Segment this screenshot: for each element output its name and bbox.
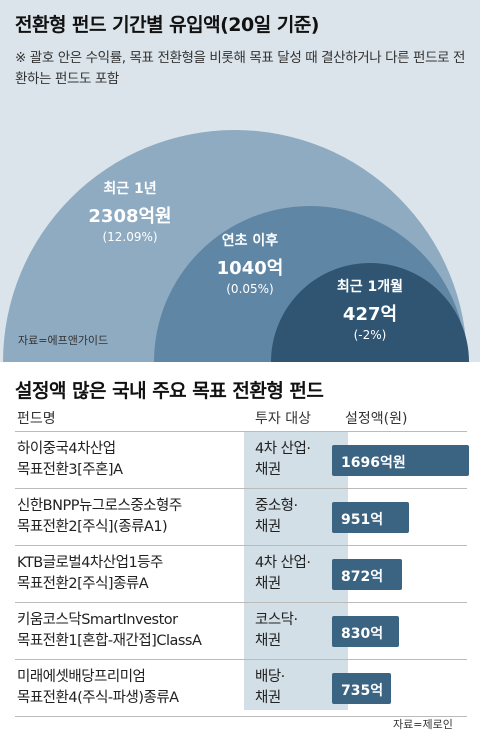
type-column-band — [244, 431, 348, 710]
inflow-panel: 전환형 펀드 기간별 유입액(20일 기준) ※ 괄호 안은 수익률, 목표 전… — [0, 0, 480, 362]
investment-target-line2: 채권 — [255, 690, 281, 706]
fund-source: 자료=제로인 — [393, 718, 453, 731]
fund-name-line2: 목표전환1[혼합-재간접]ClassA — [17, 633, 202, 649]
table-row: 키움코스닥SmartInvestor 목표전환1[혼합-재간접]ClassA 코스닥… — [15, 603, 467, 660]
inflow-note: ※ 괄호 안은 수익률, 목표 전환형을 비롯해 목표 달성 때 결산하거나 다… — [15, 50, 466, 87]
header-type: 투자 대상 — [255, 411, 311, 427]
investment-target-line2: 채권 — [255, 633, 281, 649]
fund-name-line1: 키움코스닥SmartInvestor — [17, 612, 178, 628]
amount-label: 735억 — [341, 683, 384, 699]
bubble-value: 1040억 — [216, 258, 284, 279]
table-header: 펀드명 투자 대상 설정액(원) — [15, 403, 467, 432]
fund-name-line2: 목표전환2[주식](종류A1) — [17, 519, 168, 535]
amount-bar: 951억 — [332, 502, 409, 533]
bubble-name: 최근 1개월 — [336, 279, 404, 295]
amount-bar: 735억 — [332, 673, 391, 704]
investment-target: 4차 산업· 채권 — [255, 553, 311, 595]
investment-target-line1: 배당· — [255, 669, 285, 685]
investment-target: 중소형· 채권 — [255, 496, 298, 538]
investment-target-line2: 채권 — [255, 519, 281, 535]
fund-name-line1: 미래에셋배당프리미엄 — [17, 669, 146, 685]
investment-target: 배당· 채권 — [255, 667, 285, 709]
investment-target-line2: 채권 — [255, 576, 281, 592]
header-amount: 설정액(원) — [345, 411, 408, 427]
fund-name-line2: 목표전환3[주혼]A — [17, 462, 123, 478]
fund-name-line1: 신한BNPP뉴그로스중소형주 — [17, 498, 182, 514]
fund-table-title: 설정액 많은 국내 주요 목표 전환형 펀드 — [15, 380, 324, 402]
bubble-return: (12.09%) — [102, 230, 158, 244]
investment-target: 4차 산업· 채권 — [255, 439, 311, 481]
investment-target-line1: 4차 산업· — [255, 441, 311, 457]
fund-name-line1: KTB글로벌4차산업1등주 — [17, 555, 163, 571]
fund-name-line2: 목표전환4(주식-파생)종류A — [17, 690, 179, 706]
bubble-name: 최근 1년 — [103, 181, 157, 197]
bubble-label-last-month: 최근 1개월 427억 (-2%) — [315, 276, 425, 342]
bubble-label-year-to-date: 연초 이후 1040억 (0.05%) — [200, 230, 300, 296]
amount-bar: 830억 — [332, 616, 399, 647]
amount-bar: 872억 — [332, 559, 402, 590]
investment-target-line2: 채권 — [255, 462, 281, 478]
fund-name-line2: 목표전환2[주식]종류A — [17, 576, 149, 592]
bubble-last-month — [271, 263, 469, 362]
inflow-source: 자료=에프앤가이드 — [18, 334, 109, 347]
investment-target-line1: 중소형· — [255, 498, 298, 514]
investment-target-line1: 4차 산업· — [255, 555, 311, 571]
bubble-name: 연초 이후 — [221, 233, 279, 249]
amount-label: 1696억원 — [341, 455, 406, 471]
amount-label: 830억 — [341, 626, 384, 642]
investment-target: 코스닥· 채권 — [255, 610, 298, 652]
inflow-bubble-chart — [3, 130, 469, 362]
amount-label: 872억 — [341, 569, 384, 585]
fund-name-line1: 하이중국4차산업 — [17, 441, 116, 457]
bubble-value: 427억 — [342, 304, 398, 325]
amount-bar: 1696억원 — [332, 445, 469, 476]
header-name: 펀드명 — [17, 411, 56, 427]
amount-label: 951억 — [341, 512, 384, 528]
bubble-return: (0.05%) — [226, 282, 274, 296]
inflow-title: 전환형 펀드 기간별 유입액(20일 기준) — [15, 14, 320, 36]
investment-target-line1: 코스닥· — [255, 612, 298, 628]
fund-name: 키움코스닥SmartInvestor 목표전환1[혼합-재간접]ClassA — [17, 610, 202, 652]
bubble-value: 2308억원 — [88, 206, 172, 227]
bubble-return: (-2%) — [353, 328, 387, 342]
bubble-label-last-year: 최근 1년 2308억원 (12.09%) — [75, 178, 185, 244]
